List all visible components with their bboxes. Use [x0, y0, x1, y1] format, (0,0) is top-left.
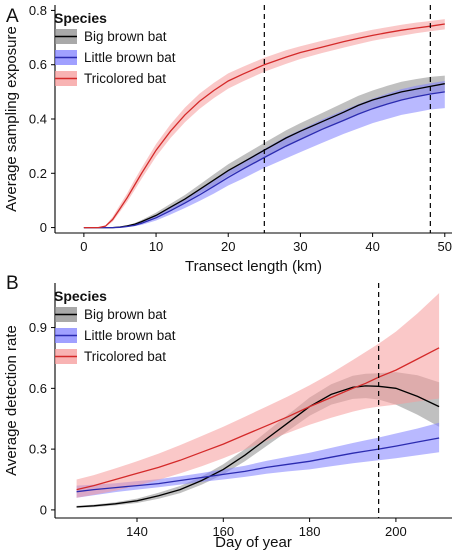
x-tick-label-2: 180	[299, 524, 321, 539]
panel-label: A	[6, 6, 19, 27]
confidence-band-1	[76, 422, 440, 498]
y-axis-label: Average sampling exposure	[3, 26, 20, 212]
x-tick-label-3: 200	[385, 524, 407, 539]
legend-label-0: Big brown bat	[84, 29, 167, 44]
y-tick-label-0: 0	[40, 220, 47, 235]
series-line-1	[83, 91, 445, 229]
x-tick-label-3: 30	[293, 239, 307, 254]
y-tick-label-1: 0.2	[29, 166, 47, 181]
x-tick-label-0: 140	[126, 524, 148, 539]
legend-label-1: Little brown bat	[84, 50, 176, 65]
series-line-2	[83, 23, 445, 229]
x-tick-label-2: 20	[221, 239, 235, 254]
y-tick-label-4: 0.8	[29, 3, 47, 18]
y-tick-label-3: 0.6	[29, 57, 47, 72]
legend-label-2: Tricolored bat	[84, 349, 166, 364]
y-tick-label-0: 0	[40, 502, 47, 517]
panel-b: 140 160 180 200 0 0.3 0.6 0.9 Day of year Average…	[3, 273, 452, 551]
y-tick-label-2: 0.4	[29, 112, 47, 127]
legend-title: Species	[54, 288, 107, 304]
x-tick-label-1: 160	[212, 524, 234, 539]
x-tick-label-0: 0	[80, 239, 87, 254]
y-tick-label-2: 0.6	[29, 381, 47, 396]
x-axis-label: Transect length (km)	[185, 258, 322, 275]
panel-a: 0 10 20 30 40 50 0 0.2 0.4 0.6 0.8 Transect length …	[3, 3, 452, 275]
y-tick-label-1: 0.3	[29, 442, 47, 457]
x-axis-label: Day of year	[215, 534, 292, 551]
legend-label-0: Big brown bat	[84, 307, 167, 322]
x-tick-label-5: 50	[438, 239, 452, 254]
confidence-band-2	[76, 293, 440, 498]
panel-label: B	[6, 273, 19, 294]
y-tick-label-3: 0.9	[29, 320, 47, 335]
y-axis-label: Average detection rate	[3, 325, 20, 476]
legend-title: Species	[54, 10, 107, 26]
x-tick-label-1: 10	[149, 239, 163, 254]
legend-label-2: Tricolored bat	[84, 71, 166, 86]
x-tick-label-4: 40	[365, 239, 379, 254]
confidence-band-1	[83, 81, 445, 228]
legend-label-1: Little brown bat	[84, 328, 176, 343]
